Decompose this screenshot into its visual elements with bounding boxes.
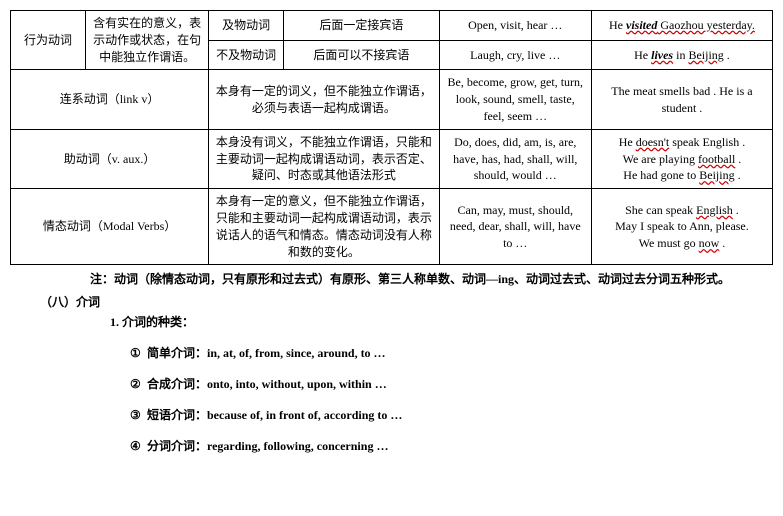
cell-modal-verb-ex: Can, may, must, should, need, dear, shal… [439, 189, 591, 265]
cell-aux-verb-desc: 本身没有词义，不能独立作谓语，只能和主要动词一起构成谓语动词，表示否定、疑问、时… [209, 129, 440, 188]
item-2: ② 合成介词：onto, into, without, upon, within… [10, 375, 773, 392]
cell-aux-verb-cat: 助动词（v. aux.） [11, 129, 209, 188]
cell-intransitive: 不及物动词 [209, 40, 284, 70]
note-text: 注：动词（除情态动词，只有原形和过去式）有原形、第三人称单数、动词—ing、动词… [10, 270, 773, 287]
grammar-table: 行为动词 含有实在的意义，表示动作或状态，在句中能独立作谓语。 及物动词 后面一… [10, 10, 773, 265]
cell-action-verb-desc: 含有实在的意义，表示动作或状态，在句中能独立作谓语。 [86, 11, 209, 70]
cell-link-verb-desc: 本身有一定的词义，但不能独立作谓语，必须与表语一起构成谓语。 [209, 70, 440, 129]
cell-action-verb-cat: 行为动词 [11, 11, 86, 70]
item-1: ① 简单介词：in, at, of, from, since, around, … [10, 344, 773, 361]
cell-transitive-ex: Open, visit, hear … [439, 11, 591, 41]
cell-modal-verb-desc: 本身有一定的意义，但不能独立作谓语，只能和主要动词一起构成谓语动词，表示说话人的… [209, 189, 440, 265]
cell-link-verb-ex: Be, become, grow, get, turn, look, sound… [439, 70, 591, 129]
cell-aux-verb-sent: He doesn't speak English .We are playing… [591, 129, 772, 188]
cell-transitive: 及物动词 [209, 11, 284, 41]
cell-modal-verb-cat: 情态动词（Modal Verbs） [11, 189, 209, 265]
cell-transitive-desc: 后面一定接宾语 [284, 11, 439, 41]
item-4: ④ 分词介词：regarding, following, concerning … [10, 437, 773, 454]
cell-intransitive-ex: Laugh, cry, live … [439, 40, 591, 70]
cell-intransitive-desc: 后面可以不接宾语 [284, 40, 439, 70]
cell-link-verb-sent: The meat smells bad . He is a student . [591, 70, 772, 129]
cell-modal-verb-sent: She can speak English .May I speak to An… [591, 189, 772, 265]
list-title: 1. 介词的种类： [10, 313, 773, 330]
item-3: ③ 短语介词：because of, in front of, accordin… [10, 406, 773, 423]
cell-intransitive-sent: He lives in Beijing . [591, 40, 772, 70]
cell-link-verb-cat: 连系动词（link v） [11, 70, 209, 129]
cell-aux-verb-ex: Do, does, did, am, is, are, have, has, h… [439, 129, 591, 188]
cell-transitive-sent: He visited Gaozhou yesterday. [591, 11, 772, 41]
section-title: （八）介词 [10, 293, 773, 310]
